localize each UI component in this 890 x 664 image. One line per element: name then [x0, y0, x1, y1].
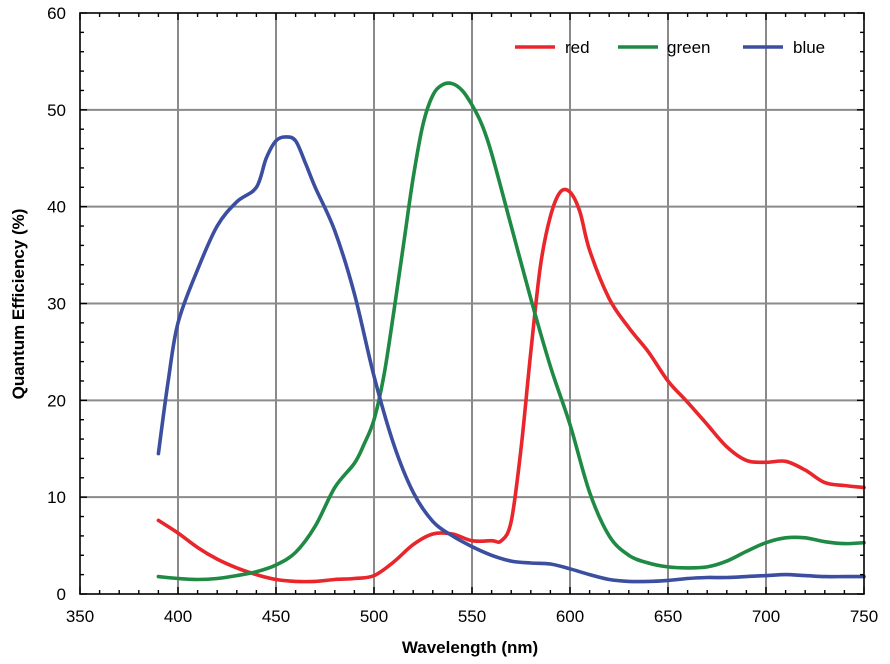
x-tick-label-400: 400: [164, 607, 192, 626]
series-line-green: [156, 81, 866, 582]
series-line-red: [156, 187, 866, 584]
y-tick-labels: 0 10 20 30 40 50 60: [47, 4, 66, 604]
y-tick-label-50: 50: [47, 101, 66, 120]
grid: [80, 13, 864, 594]
x-tick-labels: 350 400 450 500 550 600 650 700 750: [66, 607, 878, 626]
x-tick-label-600: 600: [556, 607, 584, 626]
x-tick-label-350: 350: [66, 607, 94, 626]
y-axis-title: Quantum Efficiency (%): [9, 209, 28, 400]
axis-ticks: [79, 12, 865, 595]
y-tick-label-10: 10: [47, 488, 66, 507]
y-tick-label-30: 30: [47, 295, 66, 314]
x-tick-label-500: 500: [360, 607, 388, 626]
x-tick-label-650: 650: [654, 607, 682, 626]
series-layer: [156, 81, 866, 584]
legend-label-red: red: [565, 38, 590, 57]
x-axis-title: Wavelength (nm): [402, 638, 538, 657]
y-tick-label-60: 60: [47, 4, 66, 23]
x-tick-label-700: 700: [752, 607, 780, 626]
y-tick-label-40: 40: [47, 198, 66, 217]
y-tick-label-20: 20: [47, 391, 66, 410]
legend: red green blue: [515, 38, 825, 57]
y-tick-label-0: 0: [57, 585, 66, 604]
x-tick-label-450: 450: [262, 607, 290, 626]
x-tick-label-550: 550: [458, 607, 486, 626]
series-line-blue: [156, 135, 866, 584]
legend-label-green: green: [667, 38, 710, 57]
legend-label-blue: blue: [793, 38, 825, 57]
x-tick-label-750: 750: [850, 607, 878, 626]
